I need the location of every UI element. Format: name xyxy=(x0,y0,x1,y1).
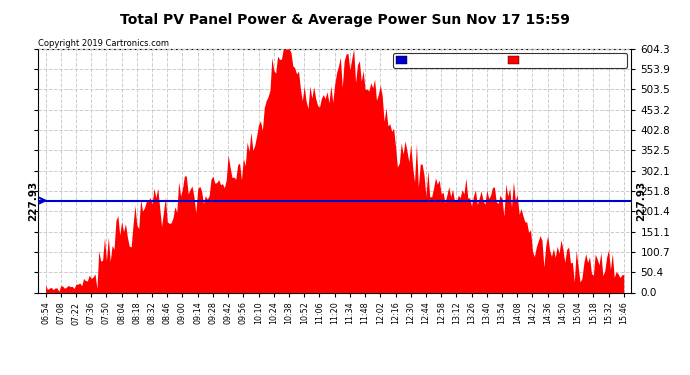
Text: Total PV Panel Power & Average Power Sun Nov 17 15:59: Total PV Panel Power & Average Power Sun… xyxy=(120,13,570,27)
Text: Copyright 2019 Cartronics.com: Copyright 2019 Cartronics.com xyxy=(38,39,169,48)
Text: 227.93: 227.93 xyxy=(28,180,38,220)
Text: 227.93: 227.93 xyxy=(636,180,646,220)
Legend: Average  (DC Watts), PV Panels  (DC Watts): Average (DC Watts), PV Panels (DC Watts) xyxy=(393,53,627,68)
